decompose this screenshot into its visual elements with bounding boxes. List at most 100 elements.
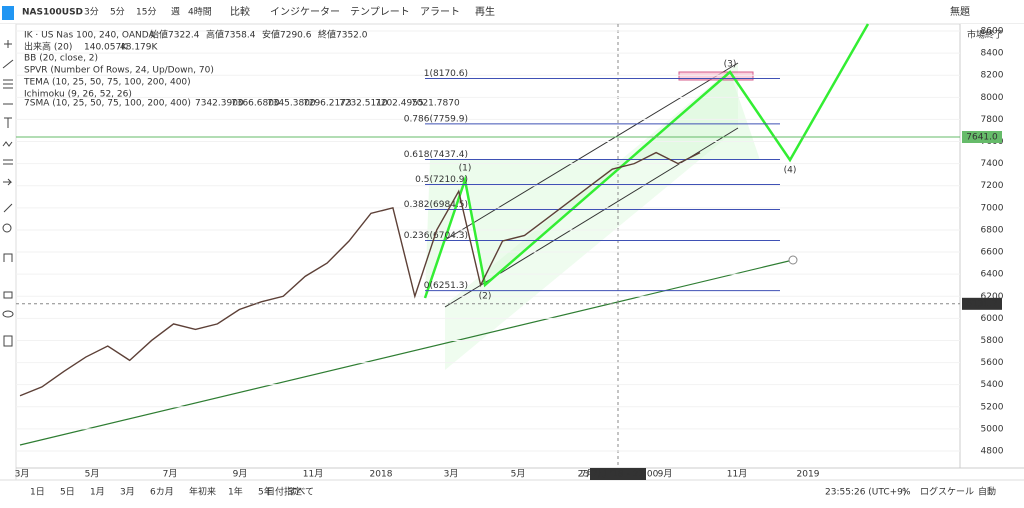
price-tick-label: 6000 [981,314,1004,324]
crosshair-time-label: 23 7月 '18 - 22:00 [578,469,659,480]
hidden-indicator: Ichimoku (9, 26, 52, 26) [24,90,132,100]
price-tick-label: 5400 [981,380,1004,390]
hidden-indicator: TEMA (10, 25, 50, 75, 100, 200, 400) [23,78,191,88]
trendline-tool[interactable] [2,59,14,69]
time-tick-label: 2019 [797,470,820,480]
price-axis [960,24,1024,468]
fib-label: 0.618(7437.4) [404,150,468,160]
toolbar-alert[interactable]: アラート [420,6,460,18]
price-tick-label: 8600 [981,27,1004,37]
range-button[interactable]: 5年 [258,486,273,498]
legend-title: IK · US Nas 100, 240, OANDA [24,31,155,41]
market-status: 市場終了 [967,29,1003,41]
time-tick-label: 5月 [511,469,526,480]
price-tick-label: 7400 [981,159,1004,169]
toolbar-replay[interactable]: 再生 [475,5,495,18]
range-button[interactable]: 5日 [60,487,75,498]
fib-label: 1(8170.6) [424,69,468,79]
price-tick-label: 8200 [981,71,1004,81]
range-button[interactable]: 1月 [90,487,105,498]
text-tool[interactable] [4,117,12,128]
price-line [19,151,701,397]
toolbar-compare[interactable]: 比較 [230,5,250,18]
price-tick-label: 8400 [981,49,1004,59]
price-tick-label: 5600 [981,358,1004,368]
left-toolbar [0,24,16,480]
price-tick-label: 6600 [981,248,1004,258]
clock: 23:55:26 (UTC+9) [825,488,906,498]
price-tick-label: 6800 [981,225,1004,235]
percent-toggle[interactable]: % [902,488,911,498]
sma-value: 7202.4955 [375,99,424,109]
sma-value: 7345.3800 [267,99,316,109]
lock-tool[interactable] [3,291,13,299]
crosshair-price-tag [962,297,1002,310]
volume-label: 出来高 (20) [24,41,72,53]
time-tick-label: 11月 [303,469,323,480]
interval[interactable]: 週 [171,7,180,18]
fib-label: 0.786(7759.9) [404,114,468,124]
range-button[interactable]: すべて [288,487,314,498]
drawing-tools [2,40,14,347]
fib-label: 0.382(6984.5) [404,200,468,210]
magnet-tool[interactable] [3,253,13,262]
price-tick-label: 4800 [981,447,1004,457]
ohlc-value: 7358.4 [224,31,256,41]
time-tick-label: 3月 [15,469,30,480]
ohlc-value: 7322.4 [168,31,200,41]
range-button[interactable]: 年初来 [189,486,216,498]
range-button[interactable]: 3月 [120,487,135,498]
wave-label: (4) [784,166,797,176]
range-button[interactable]: 1日 [30,487,45,498]
interval[interactable]: 5分 [110,7,125,18]
pattern-tool[interactable] [2,141,13,147]
time-tick-label: 3月 [444,469,459,480]
range-button[interactable]: 6カ月 [150,487,174,498]
ohlc-value: 7352.0 [336,31,368,41]
log-toggle[interactable]: ログスケール [920,486,974,498]
auto-toggle[interactable]: 自動 [978,486,996,498]
long-trendline [19,259,794,446]
interval[interactable]: 4時間 [188,7,212,18]
price-tick-label: 5200 [981,402,1004,412]
fib-tool[interactable] [3,79,13,89]
toolbar-indicators[interactable]: インジケーター [270,6,340,18]
interval[interactable]: 15分 [136,7,156,18]
sma-value: 7366.6800 [231,99,280,109]
time-tick-label: 5月 [85,469,100,480]
price-tick-label: 5000 [981,424,1004,434]
zoom-tool[interactable] [2,223,12,233]
target-box [678,71,754,81]
price-tick-label: 7000 [981,203,1004,213]
ohlc-value: 7290.6 [280,31,312,41]
sma-value: 7232.5110 [339,99,388,109]
price-tick-label: 6200 [981,292,1004,302]
range-button[interactable]: 1年 [228,486,243,498]
hidden-indicator: SPVR (Number Of Rows, 24, Up/Down, 70) [24,66,214,76]
top-toolbar [0,0,1024,24]
last-price-label: 7641.0 [966,132,998,142]
toolbar-templates[interactable]: テンプレート [350,6,410,18]
visibility-tool[interactable] [2,310,14,318]
crosshair-tool[interactable] [4,40,12,48]
interval[interactable]: 3分 [84,7,99,18]
hidden-indicator: BB (20, close, 2) [24,54,98,64]
delete-tool[interactable] [3,335,13,347]
measure-tool[interactable] [3,203,13,213]
ohlc-label: 始値 [150,29,168,41]
trendline-handle[interactable] [788,255,798,265]
goto-date[interactable]: 日付指定 [266,486,302,498]
symbol[interactable]: NAS100USD [22,8,83,18]
arrow-tool[interactable] [3,178,13,186]
crosshair-time-tag [590,468,646,480]
toolbar-layout[interactable]: 無題 [950,5,970,18]
time-tick-label: 9月 [233,469,248,480]
volume-value: 48.179K [120,43,158,53]
wave-label: (3) [724,60,737,70]
ohlc-label: 高値 [206,29,224,41]
logo-icon[interactable] [2,6,14,20]
prediction-tool[interactable] [3,159,13,165]
ohlc-label: 安値 [262,29,280,41]
fib-label: 0.5(7210.9) [415,175,468,185]
